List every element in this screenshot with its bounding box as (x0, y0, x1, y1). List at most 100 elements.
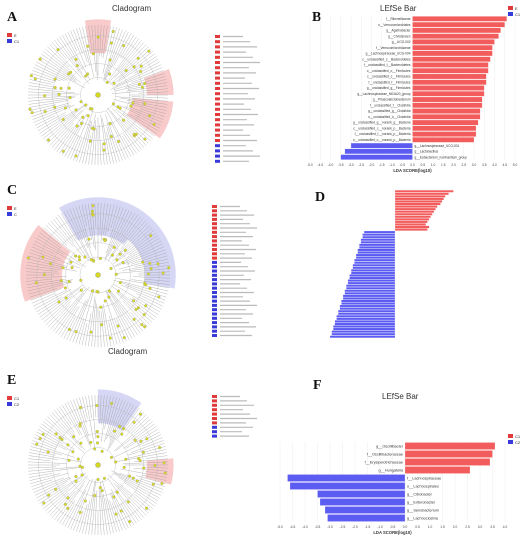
cladogram-branch (106, 406, 137, 452)
bar (341, 299, 396, 303)
cladogram-node (81, 115, 85, 119)
cladogram-node (109, 455, 114, 459)
bar-label: f__Erysipelotrichaceae (365, 461, 403, 465)
cladogram-branch (29, 452, 83, 463)
cladogram-node (121, 118, 126, 122)
taxon-swatch (212, 217, 217, 221)
cladogram-node (61, 266, 65, 270)
tick-label: -4.5 (290, 525, 296, 529)
cladogram-branch (115, 452, 167, 463)
cladogram-branch (98, 488, 102, 535)
bar (331, 332, 396, 336)
cladogram-node (92, 259, 96, 263)
cladogram-branch (117, 484, 147, 516)
cladogram-node (67, 327, 71, 332)
bar (412, 56, 491, 62)
taxon-swatch (215, 113, 220, 116)
cladogram-branch (109, 38, 140, 80)
legend-swatch (7, 206, 12, 210)
cladogram-branch (118, 56, 157, 82)
cladogram-branch (103, 28, 120, 77)
cladogram-branch (123, 227, 153, 253)
cladogram-branch (33, 437, 58, 448)
cladogram-node (128, 474, 132, 478)
tick-label: -0.5 (400, 163, 406, 167)
cladogram-branch (122, 261, 169, 271)
cladogram-node (149, 266, 153, 271)
cladogram-branch (126, 249, 166, 265)
cladogram-branch (126, 237, 160, 258)
taxon-swatch (215, 154, 220, 158)
cladogram-branch (121, 284, 165, 304)
cladogram-branch (94, 128, 97, 165)
cladogram-node (29, 74, 33, 78)
taxon-swatch (215, 45, 220, 49)
cladogram-branch (142, 474, 167, 481)
cladogram-node (69, 70, 73, 74)
bar (362, 235, 396, 239)
cladogram-branch (108, 474, 149, 514)
cladogram-branch (41, 229, 61, 245)
cladogram-branch (105, 204, 112, 236)
cladogram-branch (122, 246, 165, 265)
cladogram-node (67, 280, 71, 284)
cladogram-branch (130, 252, 167, 265)
cladogram-branch (102, 143, 105, 165)
cladogram-node (79, 121, 84, 125)
cladogram-branch (26, 279, 66, 285)
cladogram-node (112, 429, 117, 433)
taxon-swatch (212, 408, 217, 412)
cladogram-branch (28, 466, 78, 472)
bar-label: o__Lachnospirales (407, 485, 439, 489)
bar-label: f__unclassified_f__norank_p__Bacteria (355, 132, 411, 136)
cladogram-branch (119, 34, 135, 59)
cladogram-branch (100, 203, 105, 242)
cladogram-branch (32, 477, 65, 490)
cladogram-branch (34, 289, 72, 310)
cladogram-node (61, 118, 65, 122)
bar (350, 142, 413, 149)
tick-label: 2.0 (453, 525, 458, 529)
cladogram-branch (103, 494, 111, 534)
tick-label: 3.5 (490, 525, 495, 529)
cladogram-branch (61, 114, 87, 156)
cladogram-node (103, 299, 107, 303)
cladogram-branch (34, 115, 56, 126)
cladogram-node (137, 457, 141, 461)
cladogram-node (53, 105, 57, 109)
cladogram-branch (63, 316, 76, 339)
cladogram-branch (110, 110, 142, 150)
cladogram-branch (122, 301, 148, 328)
bar (341, 302, 396, 305)
cladogram-node (57, 300, 61, 304)
cladogram-node (79, 288, 83, 292)
cladogram-branch (36, 480, 69, 499)
bar (340, 154, 413, 160)
cladogram-branch (29, 82, 55, 88)
cladogram-node (66, 506, 70, 510)
cladogram-node (56, 48, 60, 52)
cladogram-branch (134, 493, 153, 509)
cladogram-branch (110, 121, 129, 159)
bar (412, 45, 493, 51)
cladogram-branch (119, 105, 162, 126)
cladogram-branch (79, 27, 91, 66)
bar (394, 215, 431, 219)
cladogram-branch (138, 91, 168, 94)
panel-b-title: LEfSe Bar (380, 4, 417, 13)
cladogram-branch (120, 281, 168, 295)
cladogram-branch (104, 30, 126, 80)
cladogram-node (108, 58, 112, 62)
legend-swatch (508, 434, 513, 438)
taxon-swatch (212, 291, 217, 294)
cladogram-branch (115, 53, 155, 83)
tick-label: -4.5 (318, 163, 324, 167)
cladogram-node (80, 473, 84, 477)
panel-e-label: E (7, 373, 17, 388)
cladogram-node (148, 261, 152, 265)
tick-label: 4.5 (503, 163, 508, 167)
highlight-sector (98, 389, 142, 431)
cladogram-branch (91, 25, 97, 72)
cladogram-branch (112, 225, 151, 262)
